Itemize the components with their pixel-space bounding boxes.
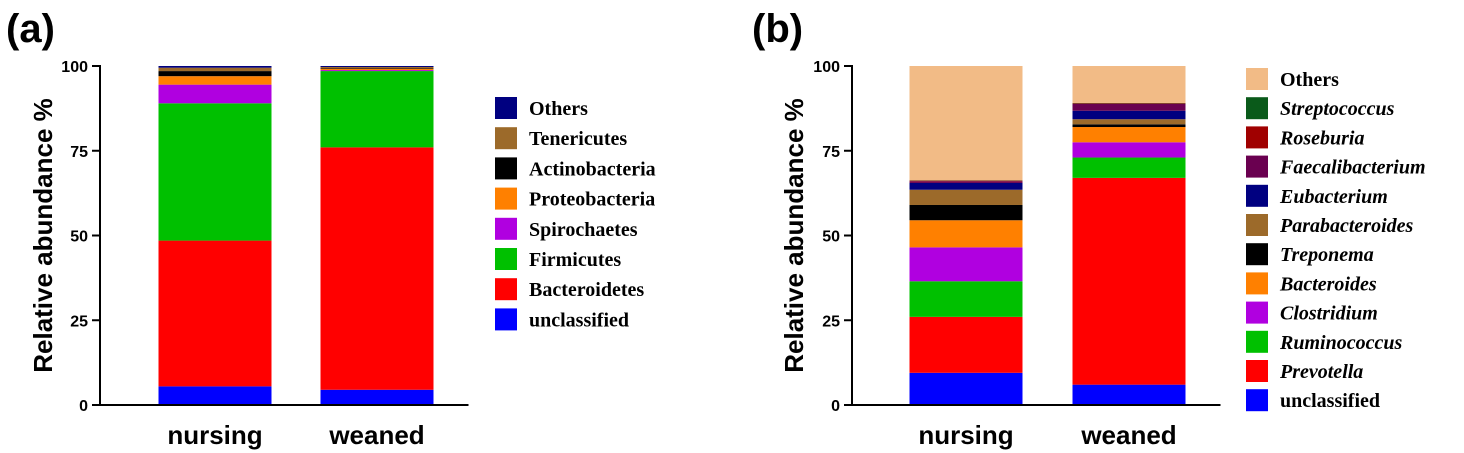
legend-swatch	[495, 308, 517, 331]
legend-label: Clostridium	[1280, 303, 1378, 325]
x-tick-label: nursing	[918, 420, 1013, 450]
legend-swatch	[1246, 97, 1268, 120]
legend-swatch	[1246, 272, 1268, 295]
bar-segment	[320, 70, 434, 72]
bar-segment	[909, 316, 1023, 373]
x-tick-label: nursing	[167, 420, 262, 450]
legend-label: Firmicutes	[529, 249, 621, 271]
y-tick-label: 0	[79, 398, 88, 415]
legend-label: Prevotella	[1279, 361, 1363, 383]
legend-label: unclassified	[1280, 390, 1380, 412]
legend-label: Bacteroidetes	[529, 279, 644, 301]
legend-label: unclassified	[529, 309, 629, 331]
bar-segment	[320, 66, 434, 68]
y-axis-label: Relative abundance %	[779, 98, 809, 373]
bar-segment	[909, 180, 1023, 182]
legend-swatch	[495, 248, 517, 270]
bar-segment	[158, 66, 272, 68]
y-tick-label: 25	[70, 313, 88, 330]
legend-swatch	[1246, 68, 1268, 90]
legend-swatch	[495, 278, 517, 301]
bar-segment	[1072, 103, 1186, 111]
bar-segment	[1072, 127, 1186, 143]
bar-segment	[909, 372, 1023, 405]
bar-segment	[320, 71, 434, 148]
y-axis-label: Relative abundance %	[28, 98, 58, 373]
y-tick-label: 50	[70, 229, 88, 246]
legend-swatch	[495, 217, 517, 240]
bar-segment	[909, 204, 1023, 221]
legend-swatch	[1246, 330, 1268, 353]
bar-segment	[1072, 384, 1186, 405]
bar-segment	[909, 189, 1023, 205]
bar-segment	[1072, 110, 1186, 120]
bar-segment	[158, 386, 272, 405]
y-tick-label: 75	[70, 144, 88, 161]
legend-swatch	[495, 97, 517, 119]
bar-segment	[1072, 119, 1186, 125]
legend-label: Bacteroides	[1279, 273, 1377, 295]
panel-a: (a) Relative abundance % nursing weaned 0 25 5…	[6, 7, 656, 450]
legend-swatch	[1246, 184, 1268, 207]
bar-segment	[158, 84, 272, 104]
legend-swatch	[1246, 155, 1268, 178]
legend-label: Treponema	[1280, 244, 1374, 266]
bar-segment	[909, 181, 1023, 183]
legend-swatch	[1246, 214, 1268, 236]
bar-segment	[158, 71, 272, 77]
bar-segment	[909, 281, 1023, 317]
legend-label: Tenericutes	[529, 128, 627, 150]
bar-segment	[1072, 157, 1186, 178]
legend-label: Eubacterium	[1279, 186, 1388, 208]
bar-segment	[158, 76, 272, 85]
legend-swatch	[495, 127, 517, 150]
legend-swatch	[1246, 243, 1268, 266]
panel-label: (a)	[6, 7, 55, 51]
legend-label: Ruminococcus	[1279, 332, 1402, 354]
legend-swatch	[495, 157, 517, 180]
panel-b: (b) Relative abundance % nursing weaned 0 25 5…	[752, 7, 1426, 450]
bar-segment	[909, 247, 1023, 282]
legend-label: Streptococcus	[1280, 98, 1395, 120]
bar-segment	[158, 67, 272, 72]
y-tick-label: 75	[822, 144, 840, 161]
legend-label: Actinobacteria	[529, 158, 656, 180]
bar-segment	[1072, 142, 1186, 158]
x-tick-label: weaned	[328, 420, 424, 450]
bar-segment	[320, 68, 434, 71]
y-tick-label: 100	[813, 59, 840, 76]
legend-label: Others	[529, 98, 588, 120]
bar-segment	[320, 67, 434, 69]
y-tick-label: 50	[822, 229, 840, 246]
bar-segment	[320, 147, 434, 390]
legend-swatch	[495, 187, 517, 210]
bar-segment	[320, 389, 434, 405]
legend-label: Proteobacteria	[529, 189, 655, 211]
bar-segment	[1072, 124, 1186, 128]
bar-segment	[320, 68, 434, 69]
bar-segment	[158, 240, 272, 387]
bar-segment	[1072, 103, 1186, 104]
y-tick-label: 25	[822, 313, 840, 330]
legend-label: Roseburia	[1279, 127, 1364, 149]
legend-swatch	[1246, 360, 1268, 382]
legend-label: Others	[1280, 69, 1339, 91]
legend-label: Parabacteroides	[1279, 215, 1414, 237]
legend-label: Faecalibacterium	[1279, 157, 1426, 179]
bar-segment	[909, 182, 1023, 190]
bar-segment	[1072, 177, 1186, 385]
panel-label: (b)	[752, 7, 803, 51]
legend-swatch	[1246, 126, 1268, 149]
legend-swatch	[1246, 389, 1268, 412]
bar-segment	[909, 66, 1023, 181]
bar-segment	[1072, 66, 1186, 103]
bar-segment	[909, 220, 1023, 248]
bar-segment	[158, 103, 272, 241]
y-tick-label: 0	[831, 398, 840, 415]
x-tick-label: weaned	[1080, 420, 1176, 450]
legend-swatch	[1246, 301, 1268, 324]
y-tick-label: 100	[61, 59, 88, 76]
legend-label: Spirochaetes	[529, 219, 638, 241]
